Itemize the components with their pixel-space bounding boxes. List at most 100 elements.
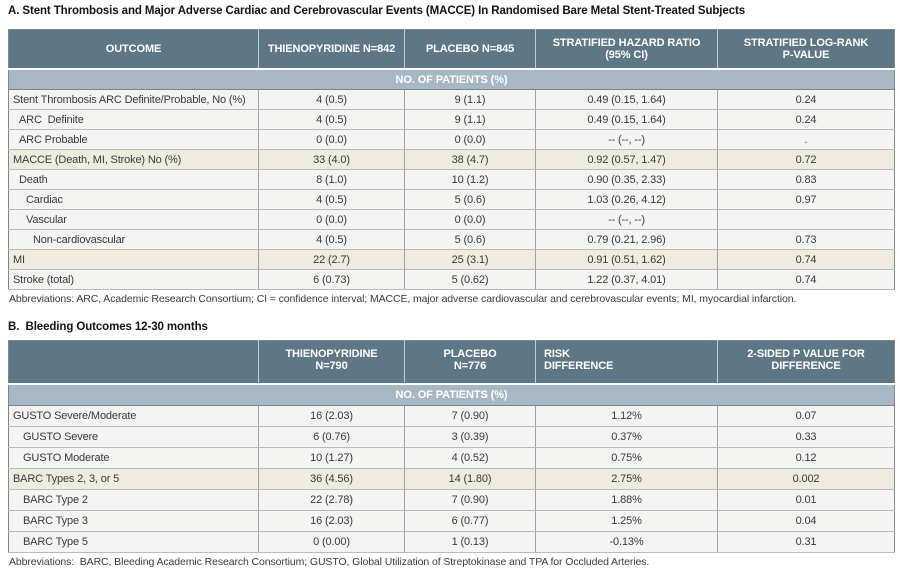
thienopyridine-cell: 6 (0.73) <box>258 269 405 290</box>
hazard-ratio-cell: 0.90 (0.35, 2.33) <box>535 169 718 190</box>
thienopyridine-cell: 0 (0.00) <box>258 531 405 553</box>
outcome-cell: Death <box>8 169 259 190</box>
risk-difference-cell: 1.25% <box>535 510 718 532</box>
table-row: BARC Type 2 22 (2.78) 7 (0.90) 1.88% 0.0… <box>8 489 895 511</box>
outcome-cell: Stroke (total) <box>8 269 259 290</box>
risk-difference-cell: 0.37% <box>535 426 718 448</box>
outcome-cell: GUSTO Severe <box>8 426 259 448</box>
hazard-ratio-cell: 0.49 (0.15, 1.64) <box>535 89 718 110</box>
p-value-cell: 0.24 <box>717 89 895 110</box>
p-value-cell: 0.01 <box>717 489 895 511</box>
col-header-outcome: OUTCOME <box>8 29 259 70</box>
placebo-cell: 38 (4.7) <box>404 149 536 170</box>
outcome-cell: Cardiac <box>8 189 259 210</box>
table-row: Stent Thrombosis ARC Definite/Probable, … <box>8 89 895 110</box>
p-value-cell: 0.74 <box>717 249 895 270</box>
table-a: OUTCOME THIENOPYRIDINE N=842 PLACEBO N=8… <box>8 29 895 290</box>
placebo-cell: 9 (1.1) <box>404 109 536 130</box>
section-b-footnote: Abbreviations: BARC, Bleeding Academic R… <box>9 556 650 568</box>
hazard-ratio-cell: 0.79 (0.21, 2.96) <box>535 229 718 250</box>
risk-difference-cell: 0.75% <box>535 447 718 469</box>
thienopyridine-cell: 4 (0.5) <box>258 229 405 250</box>
outcome-cell: Stent Thrombosis ARC Definite/Probable, … <box>8 89 259 110</box>
placebo-cell: 10 (1.2) <box>404 169 536 190</box>
placebo-cell: 3 (0.39) <box>404 426 536 448</box>
p-value-cell: 0.04 <box>717 510 895 532</box>
table-b: THIENOPYRIDINE N=790 PLACEBO N=776 RISK … <box>8 340 895 553</box>
outcome-cell: GUSTO Severe/Moderate <box>8 405 259 427</box>
placebo-cell: 7 (0.90) <box>404 405 536 427</box>
hazard-ratio-cell: -- (--, --) <box>535 129 718 150</box>
thienopyridine-cell: 33 (4.0) <box>258 149 405 170</box>
outcome-cell: ARC Definite <box>8 109 259 130</box>
outcome-cell: Vascular <box>8 209 259 230</box>
p-value-cell: 0.74 <box>717 269 895 290</box>
p-value-cell: 0.07 <box>717 405 895 427</box>
outcome-cell: MI <box>8 249 259 270</box>
placebo-cell: 14 (1.80) <box>404 468 536 490</box>
placebo-cell: 4 (0.52) <box>404 447 536 469</box>
outcome-cell: GUSTO Moderate <box>8 447 259 469</box>
hazard-ratio-cell: 0.91 (0.51, 1.62) <box>535 249 718 270</box>
outcome-cell: Non-cardiovascular <box>8 229 259 250</box>
p-value-cell: 0.24 <box>717 109 895 130</box>
risk-difference-cell: 1.12% <box>535 405 718 427</box>
col-header-empty <box>8 340 259 385</box>
section-a-title: A. Stent Thrombosis and Major Adverse Ca… <box>8 5 746 17</box>
thienopyridine-cell: 22 (2.7) <box>258 249 405 270</box>
hazard-ratio-cell: 0.92 (0.57, 1.47) <box>535 149 718 170</box>
section-b-title: B. Bleeding Outcomes 12-30 months <box>8 321 208 333</box>
placebo-cell: 0 (0.0) <box>404 129 536 150</box>
outcome-cell: ARC Probable <box>8 129 259 150</box>
section-a-footnote: Abbreviations: ARC, Academic Research Co… <box>9 293 797 305</box>
thienopyridine-cell: 4 (0.5) <box>258 109 405 130</box>
table-a-header-row: OUTCOME THIENOPYRIDINE N=842 PLACEBO N=8… <box>8 29 895 70</box>
table-row: BARC Types 2, 3, or 5 36 (4.56) 14 (1.80… <box>8 468 895 490</box>
p-value-cell: . <box>717 129 895 150</box>
placebo-cell: 5 (0.6) <box>404 189 536 210</box>
placebo-cell: 0 (0.0) <box>404 209 536 230</box>
outcome-cell: BARC Type 3 <box>8 510 259 532</box>
table-row: Non-cardiovascular 4 (0.5) 5 (0.6) 0.79 … <box>8 229 895 250</box>
outcome-cell: BARC Types 2, 3, or 5 <box>8 468 259 490</box>
subheader-label: NO. OF PATIENTS (%) <box>8 384 895 406</box>
outcome-cell: BARC Type 2 <box>8 489 259 511</box>
table-row: BARC Type 5 0 (0.00) 1 (0.13) -0.13% 0.3… <box>8 531 895 553</box>
p-value-cell: 0.73 <box>717 229 895 250</box>
table-b-subheader-row: NO. OF PATIENTS (%) <box>8 384 895 406</box>
hazard-ratio-cell: 0.49 (0.15, 1.64) <box>535 109 718 130</box>
hazard-ratio-cell: 1.22 (0.37, 4.01) <box>535 269 718 290</box>
outcome-cell: MACCE (Death, MI, Stroke) No (%) <box>8 149 259 170</box>
table-row: MACCE (Death, MI, Stroke) No (%) 33 (4.0… <box>8 149 895 170</box>
placebo-cell: 6 (0.77) <box>404 510 536 532</box>
col-header-risk-difference: RISK DIFFERENCE <box>535 340 718 385</box>
risk-difference-cell: 1.88% <box>535 489 718 511</box>
placebo-cell: 25 (3.1) <box>404 249 536 270</box>
thienopyridine-cell: 4 (0.5) <box>258 89 405 110</box>
p-value-cell: 0.002 <box>717 468 895 490</box>
thienopyridine-cell: 6 (0.76) <box>258 426 405 448</box>
document: A. Stent Thrombosis and Major Adverse Ca… <box>0 5 900 568</box>
table-a-subheader-row: NO. OF PATIENTS (%) <box>8 69 895 90</box>
p-value-cell: 0.33 <box>717 426 895 448</box>
table-row: ARC Probable 0 (0.0) 0 (0.0) -- (--, --)… <box>8 129 895 150</box>
thienopyridine-cell: 36 (4.56) <box>258 468 405 490</box>
hazard-ratio-cell: 1.03 (0.26, 4.12) <box>535 189 718 210</box>
subheader-label: NO. OF PATIENTS (%) <box>8 69 895 90</box>
col-header-thienopyridine: THIENOPYRIDINE N=790 <box>258 340 405 385</box>
table-row: Death 8 (1.0) 10 (1.2) 0.90 (0.35, 2.33)… <box>8 169 895 190</box>
table-row: Stroke (total) 6 (0.73) 5 (0.62) 1.22 (0… <box>8 269 895 290</box>
thienopyridine-cell: 0 (0.0) <box>258 209 405 230</box>
p-value-cell: 0.97 <box>717 189 895 210</box>
col-header-placebo: PLACEBO N=845 <box>404 29 536 70</box>
col-header-placebo: PLACEBO N=776 <box>404 340 536 385</box>
p-value-cell: 0.12 <box>717 447 895 469</box>
p-value-cell <box>717 209 895 230</box>
table-row: Cardiac 4 (0.5) 5 (0.6) 1.03 (0.26, 4.12… <box>8 189 895 210</box>
placebo-cell: 5 (0.6) <box>404 229 536 250</box>
table-row: GUSTO Moderate 10 (1.27) 4 (0.52) 0.75% … <box>8 447 895 469</box>
thienopyridine-cell: 4 (0.5) <box>258 189 405 210</box>
risk-difference-cell: 2.75% <box>535 468 718 490</box>
placebo-cell: 9 (1.1) <box>404 89 536 110</box>
thienopyridine-cell: 0 (0.0) <box>258 129 405 150</box>
